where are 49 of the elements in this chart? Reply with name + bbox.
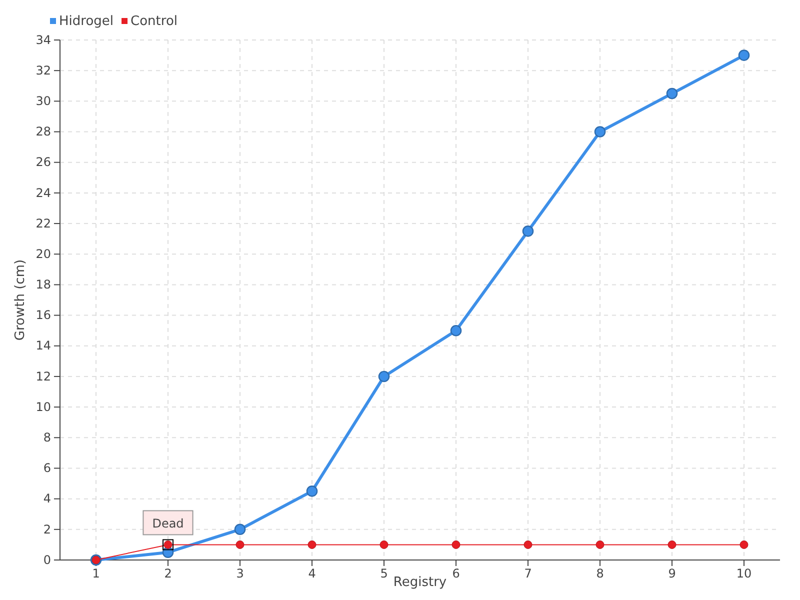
point (452, 540, 460, 549)
x-tick-label: 8 (596, 566, 604, 581)
x-tick-label: 3 (236, 566, 244, 581)
y-tick-label: 28 (36, 124, 51, 139)
point (306, 486, 318, 497)
y-tick-label: 14 (36, 338, 51, 353)
x-tick-label: 5 (380, 566, 388, 581)
x-tick-label: 1 (92, 566, 100, 581)
x-tick-label: 4 (308, 566, 316, 581)
y-axis-title: Growth (cm) (13, 259, 28, 341)
point (738, 50, 750, 61)
x-tick-label: 2 (164, 566, 172, 581)
y-tick-label: 8 (43, 430, 51, 444)
annotation: Dead (152, 516, 184, 531)
point (308, 540, 316, 549)
point (234, 524, 246, 536)
x-axis-title: Registry (393, 575, 447, 590)
point (740, 540, 748, 549)
x-tick-label: 10 (736, 566, 752, 581)
y-tick-label: 24 (36, 186, 51, 200)
legend-label: Hidrogel (59, 14, 114, 29)
y-tick-label: 10 (36, 400, 51, 414)
y-tick-label: 26 (36, 155, 51, 170)
point (236, 540, 244, 549)
point (594, 126, 606, 138)
point (522, 226, 534, 237)
y-tick-label: 32 (36, 63, 51, 78)
point (596, 540, 604, 549)
y-tick-label: 18 (36, 278, 51, 292)
y-tick-label: 34 (36, 32, 51, 47)
x-tick-label: 7 (524, 566, 532, 581)
legend-label: Control (130, 14, 178, 29)
y-tick-label: 2 (43, 522, 51, 536)
y-tick-label: 30 (36, 94, 51, 108)
point (668, 540, 676, 549)
point (666, 88, 678, 100)
point (524, 540, 532, 549)
y-tick-label: 6 (43, 461, 51, 476)
y-tick-label: 16 (36, 308, 51, 322)
y-tick-label: 22 (36, 216, 51, 230)
x-tick-label: 9 (668, 566, 676, 581)
y-tick-label: 4 (43, 492, 51, 506)
x-tick-label: 6 (452, 566, 460, 581)
point (378, 370, 390, 382)
y-tick-label: 0 (43, 552, 51, 567)
point (380, 540, 388, 549)
y-tick-label: 12 (36, 369, 51, 384)
point (450, 324, 462, 336)
y-tick-label: 20 (36, 246, 51, 261)
